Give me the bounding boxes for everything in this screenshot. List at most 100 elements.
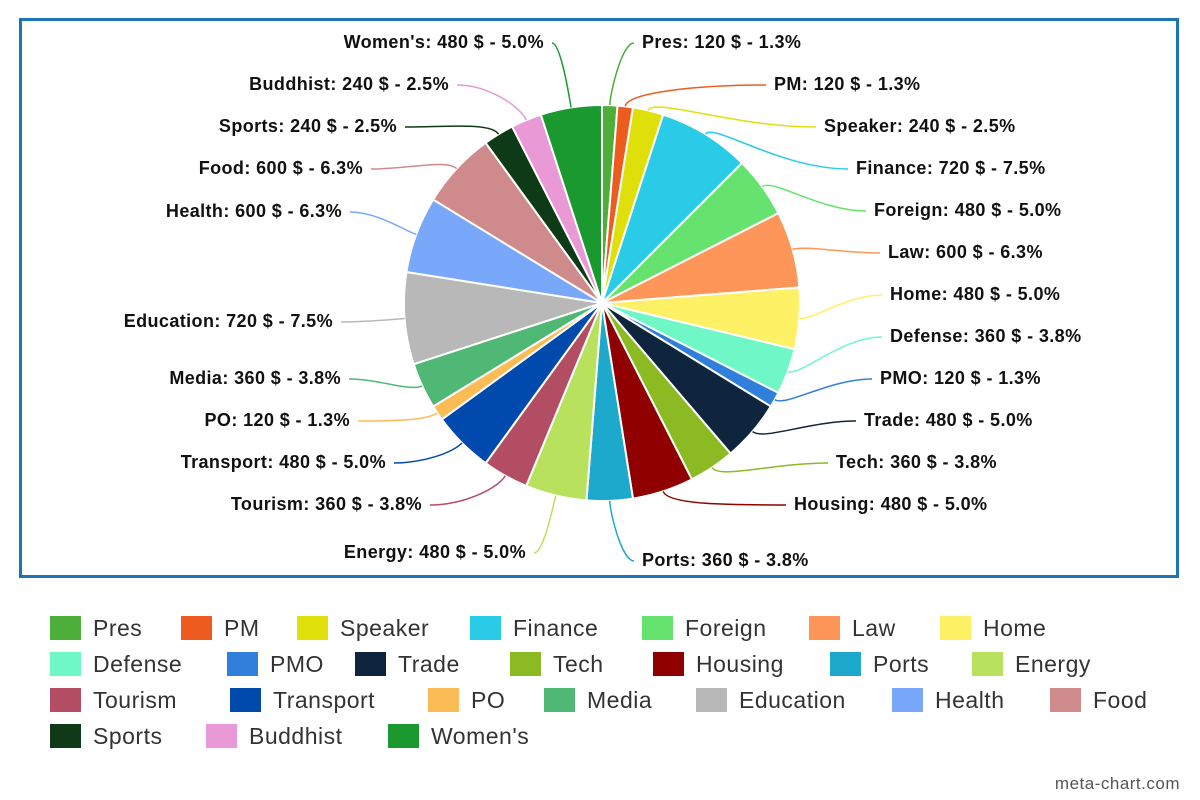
legend-label: Trade (398, 650, 460, 677)
legend-item: Education (696, 687, 846, 713)
slice-label: Housing: 480 $ - 5.0% (794, 494, 987, 514)
legend-swatch (892, 688, 923, 712)
legend-item: Trade (355, 651, 460, 677)
legend-label: Foreign (685, 614, 767, 641)
legend-label: Law (852, 614, 896, 641)
pie-slice-womens (539, 103, 603, 304)
legend-swatch (50, 652, 81, 676)
legend-swatch (653, 652, 684, 676)
legend-swatch (428, 688, 459, 712)
slice-label: Transport: 480 $ - 5.0% (181, 452, 386, 472)
slice-connector (711, 462, 829, 473)
slice-connector (752, 420, 857, 435)
slice-label: Finance: 720 $ - 7.5% (856, 158, 1045, 178)
legend-swatch (544, 688, 575, 712)
slice-connector (761, 184, 867, 212)
legend-item: Law (809, 615, 896, 641)
slice-label: Home: 480 $ - 5.0% (890, 284, 1060, 304)
legend-swatch (830, 652, 861, 676)
slice-label: Education: 720 $ - 7.5% (124, 311, 333, 331)
legend-label: Transport (273, 686, 376, 713)
legend-label: Defense (93, 650, 183, 677)
legend-swatch (1050, 688, 1081, 712)
legend-label: Tech (553, 650, 604, 677)
slice-connector (609, 500, 635, 562)
slice-label: Sports: 240 $ - 2.5% (219, 116, 397, 136)
slice-connector (340, 317, 405, 323)
legend-label: PMO (270, 650, 324, 677)
slice-label: PO: 120 $ - 1.3% (205, 410, 350, 430)
slice-connector (609, 42, 635, 106)
legend-swatch (809, 616, 840, 640)
legend-item: Energy (972, 651, 1091, 677)
slice-label: Women's: 480 $ - 5.0% (344, 32, 544, 52)
slice-connector (393, 442, 463, 464)
legend-swatch (297, 616, 328, 640)
slice-connector (787, 336, 883, 373)
slice-connector (647, 106, 817, 128)
slice-label: PM: 120 $ - 1.3% (774, 74, 920, 94)
slice-connector (357, 412, 438, 422)
slice-label: Pres: 120 $ - 1.3% (642, 32, 801, 52)
legend-label: Education (739, 686, 846, 713)
slice-connector (429, 475, 506, 506)
legend-item: Speaker (297, 615, 429, 641)
legend-label: Ports (873, 650, 930, 677)
legend-item: Tech (510, 651, 604, 677)
slice-label: Ports: 360 $ - 3.8% (642, 550, 809, 570)
legend-item: Food (1050, 687, 1147, 713)
chart-frame: Pres: 120 $ - 1.3% PM: 120 $ - 1.3% Speake… (19, 18, 1179, 578)
legend-label: PO (471, 686, 506, 713)
legend-item: PMO (227, 651, 324, 677)
slice-label: Buddhist: 240 $ - 2.5% (249, 74, 449, 94)
legend-label: PM (224, 614, 260, 641)
slice-connector (349, 211, 417, 236)
legend-swatch (470, 616, 501, 640)
watermark: meta-chart.com (1054, 774, 1180, 793)
slice-connector (404, 125, 500, 135)
legend-swatch (227, 652, 258, 676)
legend-label: Energy (1015, 650, 1091, 677)
legend-item: PM (181, 615, 260, 641)
legend-item: Ports (830, 651, 929, 677)
slice-label: Tourism: 360 $ - 3.8% (231, 494, 422, 514)
legend-swatch (230, 688, 261, 712)
legend-item: Media (544, 687, 652, 713)
legend-item: Tourism (50, 687, 177, 713)
legend-item: Home (940, 615, 1046, 641)
slice-label: Foreign: 480 $ - 5.0% (874, 200, 1061, 220)
legend-item: PO (428, 687, 505, 713)
slice-connector (662, 490, 787, 506)
slice-label: Law: 600 $ - 6.3% (888, 242, 1043, 262)
legend-item: Finance (470, 615, 598, 641)
slice-connector (704, 131, 849, 170)
slice-connector (370, 163, 458, 170)
legend-item: Housing (653, 651, 784, 677)
slice-label: Health: 600 $ - 6.3% (166, 201, 342, 221)
legend-label: Media (587, 686, 653, 713)
legend-swatch (972, 652, 1003, 676)
slice-label: Media: 360 $ - 3.8% (169, 368, 341, 388)
slice-label: Trade: 480 $ - 5.0% (864, 410, 1033, 430)
legend-swatch (940, 616, 971, 640)
legend-swatch (181, 616, 212, 640)
slice-connector (792, 247, 881, 254)
legend-swatch (388, 724, 419, 748)
legend-label: Finance (513, 614, 599, 641)
legend-item: Health (892, 687, 1004, 713)
slice-label: PMO: 120 $ - 1.3% (880, 368, 1041, 388)
legend-label: Buddhist (249, 722, 343, 749)
legend-label: Health (935, 686, 1005, 713)
legend-label: Food (1093, 686, 1148, 713)
legend-label: Home (983, 614, 1047, 641)
slice-label: Tech: 360 $ - 3.8% (836, 452, 997, 472)
legend-swatch (355, 652, 386, 676)
legend-label: Housing (696, 650, 784, 677)
legend-item: Defense (50, 651, 182, 677)
legend-label: Tourism (93, 686, 178, 713)
legend-swatch (50, 616, 81, 640)
slice-connector (624, 84, 767, 107)
legend-swatch (696, 688, 727, 712)
legend-item: Pres (50, 615, 142, 641)
slice-connector (799, 294, 883, 320)
